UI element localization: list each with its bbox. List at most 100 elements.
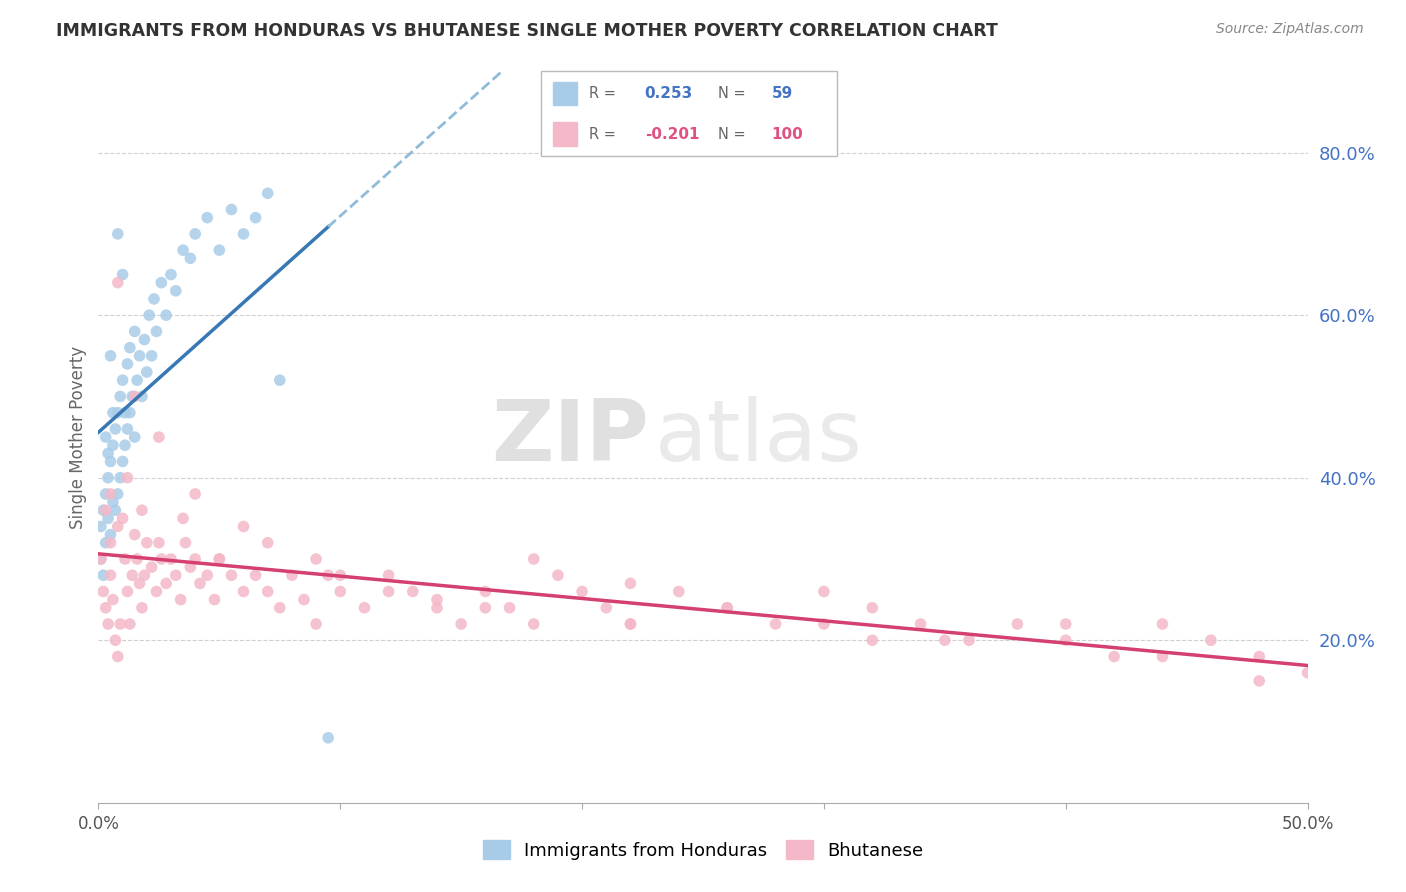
Text: atlas: atlas xyxy=(655,395,863,479)
Point xyxy=(245,568,267,582)
Point xyxy=(138,308,160,322)
Point xyxy=(100,349,122,363)
Point xyxy=(127,552,149,566)
Point xyxy=(150,276,173,290)
Point xyxy=(118,341,141,355)
Point xyxy=(100,535,122,549)
Point xyxy=(91,568,114,582)
Point xyxy=(402,584,425,599)
Point xyxy=(150,552,173,566)
Point xyxy=(90,552,112,566)
Point xyxy=(165,568,187,582)
Point xyxy=(232,227,254,241)
Point xyxy=(1249,649,1271,664)
Point xyxy=(1152,649,1174,664)
Point xyxy=(108,389,131,403)
Point xyxy=(155,576,177,591)
Point xyxy=(221,568,243,582)
Point xyxy=(107,649,129,664)
Point xyxy=(97,617,120,632)
Point xyxy=(329,568,352,582)
Point xyxy=(934,633,956,648)
Point xyxy=(1054,617,1077,632)
Point xyxy=(107,227,129,241)
Point xyxy=(104,422,127,436)
Point xyxy=(860,633,883,648)
Point xyxy=(118,617,141,632)
Point xyxy=(121,389,143,403)
Point xyxy=(184,487,207,501)
Point xyxy=(305,552,328,566)
Point xyxy=(94,487,117,501)
Point xyxy=(148,535,170,549)
Text: 0.253: 0.253 xyxy=(645,86,693,101)
Point xyxy=(474,600,496,615)
Point xyxy=(97,446,120,460)
Text: 59: 59 xyxy=(772,86,793,101)
Point xyxy=(165,284,187,298)
Point xyxy=(1007,617,1029,632)
Point xyxy=(90,552,112,566)
Point xyxy=(208,552,231,566)
Point xyxy=(184,552,207,566)
Point xyxy=(174,535,197,549)
Point xyxy=(141,560,163,574)
Point xyxy=(124,527,146,541)
Point xyxy=(91,503,114,517)
Point xyxy=(547,568,569,582)
Point xyxy=(104,633,127,648)
Point xyxy=(195,568,218,582)
Point xyxy=(256,584,278,599)
Point xyxy=(107,487,129,501)
Point xyxy=(94,535,117,549)
Point xyxy=(256,186,278,201)
Point xyxy=(111,454,134,468)
Point xyxy=(111,511,134,525)
Point xyxy=(208,552,231,566)
Text: N =: N = xyxy=(718,127,747,142)
Point xyxy=(91,584,114,599)
Text: Source: ZipAtlas.com: Source: ZipAtlas.com xyxy=(1216,22,1364,37)
Point xyxy=(108,471,131,485)
Point xyxy=(377,584,399,599)
Point xyxy=(90,519,112,533)
Bar xyxy=(553,122,576,146)
Point xyxy=(256,535,278,549)
Point xyxy=(100,454,122,468)
Point xyxy=(1054,633,1077,648)
Point xyxy=(145,584,167,599)
Point xyxy=(571,584,593,599)
Point xyxy=(114,438,136,452)
Point xyxy=(100,527,122,541)
Point xyxy=(1199,633,1222,648)
Point xyxy=(107,406,129,420)
Y-axis label: Single Mother Poverty: Single Mother Poverty xyxy=(69,345,87,529)
Point xyxy=(269,373,291,387)
Point xyxy=(121,568,143,582)
Bar xyxy=(553,81,576,105)
Point xyxy=(1152,617,1174,632)
Point xyxy=(145,325,167,339)
Point xyxy=(668,584,690,599)
Point xyxy=(169,592,191,607)
Point xyxy=(474,584,496,599)
Point xyxy=(957,633,980,648)
Point xyxy=(232,584,254,599)
Point xyxy=(377,568,399,582)
Point xyxy=(172,243,194,257)
Point xyxy=(184,227,207,241)
Point xyxy=(523,617,546,632)
Point xyxy=(97,471,120,485)
Point xyxy=(124,430,146,444)
Point xyxy=(100,487,122,501)
Point xyxy=(716,600,738,615)
Point xyxy=(160,268,183,282)
Point xyxy=(860,600,883,615)
Point xyxy=(94,430,117,444)
Point xyxy=(101,406,124,420)
Point xyxy=(160,552,183,566)
Text: 100: 100 xyxy=(772,127,803,142)
Point xyxy=(97,511,120,525)
Point xyxy=(128,576,150,591)
Point xyxy=(1102,649,1125,664)
